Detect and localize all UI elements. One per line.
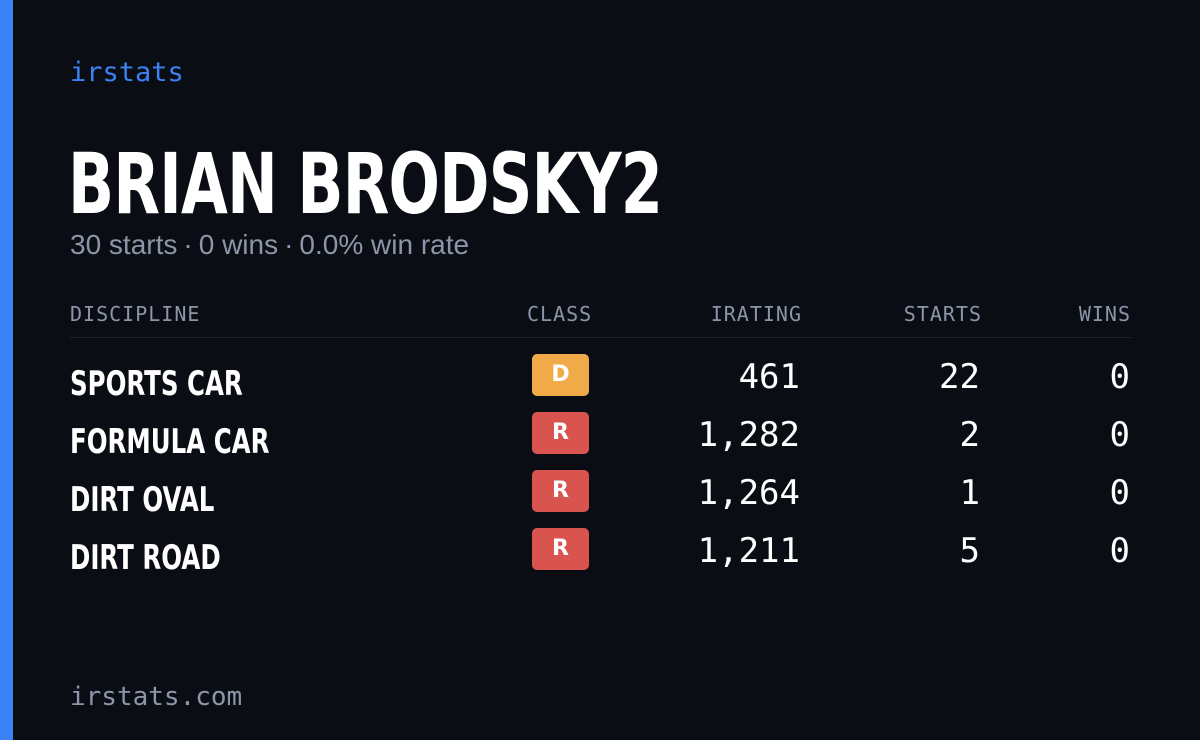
starts-value: 1	[959, 473, 980, 513]
accent-bar	[0, 0, 13, 740]
discipline-name: DIRT ROAD	[70, 538, 221, 578]
driver-name: BRIAN BRODSKY2	[68, 135, 663, 233]
class-badge: R	[532, 528, 589, 570]
class-badge: R	[532, 470, 589, 512]
driver-summary: 30 starts · 0 wins · 0.0% win rate	[70, 228, 469, 262]
summary-separator: ·	[183, 229, 193, 260]
discipline-name: DIRT OVAL	[70, 480, 215, 520]
header-class: CLASS	[527, 302, 593, 326]
wins-value: 0	[1109, 415, 1130, 455]
header-starts: STARTS	[903, 302, 982, 326]
starts-summary: 30 starts	[70, 229, 178, 260]
table-header-divider	[70, 337, 1131, 338]
irating-value: 461	[738, 357, 800, 397]
table-row: SPORTS CAR D 461 22 0	[0, 354, 1200, 412]
header-discipline: DISCIPLINE	[70, 302, 201, 326]
irating-value: 1,211	[697, 531, 800, 571]
table-row: DIRT OVAL R 1,264 1 0	[0, 470, 1200, 528]
irating-value: 1,282	[697, 415, 800, 455]
wins-value: 0	[1109, 531, 1130, 571]
class-badge: R	[532, 412, 589, 454]
table-row: FORMULA CAR R 1,282 2 0	[0, 412, 1200, 470]
summary-separator: ·	[284, 229, 294, 260]
win-rate-summary: 0.0% win rate	[299, 229, 470, 260]
header-wins: WINS	[1078, 302, 1131, 326]
discipline-name: FORMULA CAR	[70, 422, 270, 462]
wins-summary: 0 wins	[198, 229, 279, 260]
irating-value: 1,264	[697, 473, 800, 513]
footer-url: irstats.com	[70, 682, 243, 712]
table-row: DIRT ROAD R 1,211 5 0	[0, 528, 1200, 586]
header-irating: IRATING	[710, 302, 802, 326]
starts-value: 22	[939, 357, 980, 397]
class-badge: D	[532, 354, 589, 396]
starts-value: 2	[959, 415, 980, 455]
starts-value: 5	[959, 531, 980, 571]
brand-logo: irstats	[70, 57, 184, 88]
wins-value: 0	[1109, 357, 1130, 397]
wins-value: 0	[1109, 473, 1130, 513]
discipline-name: SPORTS CAR	[70, 364, 243, 404]
